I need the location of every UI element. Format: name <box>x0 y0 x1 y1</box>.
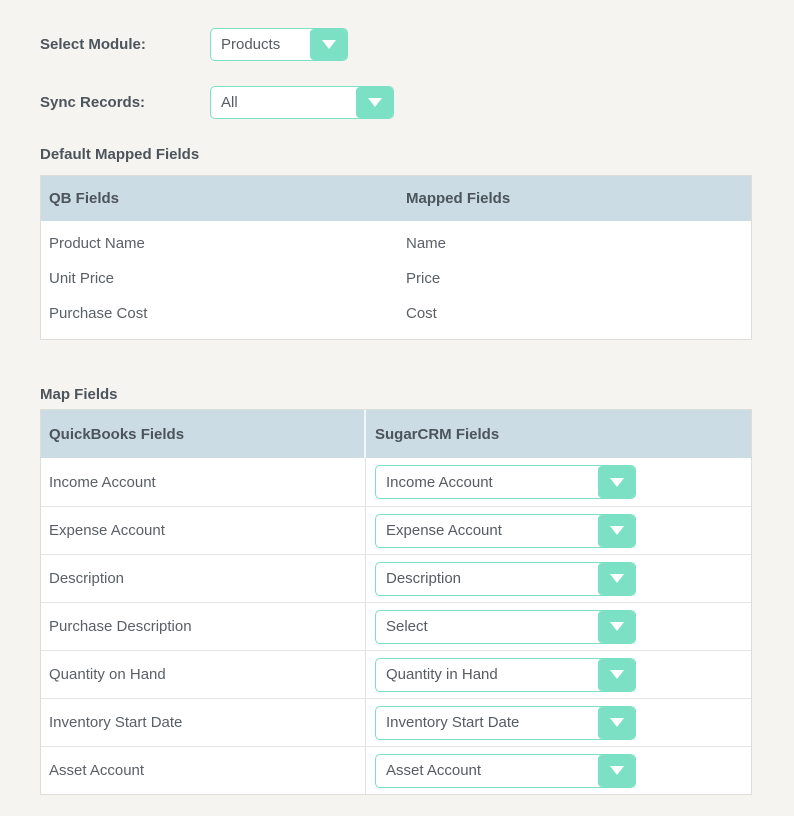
sugarcrm-field-select[interactable]: Select <box>375 609 636 644</box>
default-mapped-fields-title: Default Mapped Fields <box>40 146 200 163</box>
mapped-fields-column-header: Mapped Fields <box>406 190 511 207</box>
table-row: Purchase Description Select <box>41 602 751 650</box>
triangle-glyph <box>609 766 624 775</box>
sugarcrm-field-select[interactable]: Inventory Start Date <box>375 705 636 740</box>
select-module-row: Select Module: Products <box>40 28 752 61</box>
table-row: Quantity on Hand Quantity in Hand <box>41 650 751 698</box>
chevron-down-icon <box>598 562 635 595</box>
sugarcrm-field-select[interactable]: Quantity in Hand <box>375 657 636 692</box>
sync-records-label: Sync Records: <box>40 94 146 111</box>
qb-field-name: Product Name <box>49 235 145 252</box>
sugarcrm-field-select-value: Select <box>386 618 428 635</box>
triangle-glyph <box>609 526 624 535</box>
quickbooks-field-name: Asset Account <box>41 747 366 794</box>
triangle-glyph <box>609 670 624 679</box>
sugarcrm-field-select-value: Expense Account <box>386 522 502 539</box>
select-module-label: Select Module: <box>40 36 146 53</box>
triangle-glyph <box>609 477 624 487</box>
quickbooks-field-name: Inventory Start Date <box>41 699 366 746</box>
sugarcrm-fields-column-header: SugarCRM Fields <box>375 425 500 443</box>
chevron-down-icon <box>310 29 347 60</box>
table-row: Unit Price Price <box>41 261 751 296</box>
sync-records-select[interactable]: All <box>210 86 394 119</box>
mapped-field-name: Name <box>406 235 447 252</box>
quickbooks-field-name: Description <box>41 555 366 602</box>
sugarcrm-field-select-value: Quantity in Hand <box>386 666 498 683</box>
sugarcrm-field-select[interactable]: Description <box>375 561 636 596</box>
sugarcrm-field-select[interactable]: Income Account <box>375 465 636 499</box>
sugarcrm-field-cell: Inventory Start Date <box>366 705 751 740</box>
quickbooks-fields-column-header: QuickBooks Fields <box>41 410 366 458</box>
triangle-glyph <box>609 718 624 727</box>
mapped-field-name: Cost <box>406 305 437 322</box>
table-body: Income Account Income Account Expense Ac… <box>41 458 751 794</box>
chevron-down-icon <box>598 658 635 691</box>
qb-field-name: Purchase Cost <box>49 305 148 322</box>
triangle-glyph <box>609 622 624 631</box>
sugarcrm-field-cell: Quantity in Hand <box>366 657 751 692</box>
sugarcrm-field-cell: Select <box>366 609 751 644</box>
quickbooks-field-name: Expense Account <box>41 507 366 554</box>
chevron-down-icon <box>356 87 393 118</box>
sync-records-row: Sync Records: All <box>40 86 752 119</box>
chevron-down-icon <box>598 706 635 739</box>
triangle-glyph <box>321 40 336 49</box>
table-row: Income Account Income Account <box>41 458 751 506</box>
module-select[interactable]: Products <box>210 28 348 61</box>
sugarcrm-field-select-value: Asset Account <box>386 762 482 779</box>
sugarcrm-field-select[interactable]: Expense Account <box>375 513 636 548</box>
quickbooks-field-name: Income Account <box>41 458 366 506</box>
triangle-glyph <box>367 98 382 107</box>
table-row: Expense Account Expense Account <box>41 506 751 554</box>
table-row: Inventory Start Date Inventory Start Dat… <box>41 698 751 746</box>
table-header-row: QB Fields Mapped Fields <box>41 176 751 221</box>
map-fields-table: QuickBooks Fields SugarCRM Fields Income… <box>40 409 752 795</box>
sugarcrm-field-cell: Description <box>366 561 751 596</box>
quickbooks-field-name: Purchase Description <box>41 603 366 650</box>
sugarcrm-field-cell: Asset Account <box>366 753 751 788</box>
chevron-down-icon <box>598 754 635 787</box>
sync-settings-page: Select Module: Products Sync Records: Al… <box>40 28 752 795</box>
sugarcrm-field-select-value: Inventory Start Date <box>386 714 520 731</box>
map-fields-title: Map Fields <box>40 386 118 403</box>
mapped-field-name: Price <box>406 270 441 287</box>
sugarcrm-field-cell: Income Account <box>366 465 751 499</box>
table-row: Description Description <box>41 554 751 602</box>
chevron-down-icon <box>598 610 635 643</box>
table-row: Asset Account Asset Account <box>41 746 751 794</box>
sugarcrm-field-cell: Expense Account <box>366 513 751 548</box>
table-header-row: QuickBooks Fields SugarCRM Fields <box>41 410 751 458</box>
module-select-value: Products <box>221 36 281 53</box>
triangle-glyph <box>609 574 624 583</box>
qb-fields-column-header: QB Fields <box>49 190 120 207</box>
table-row: Product Name Name <box>41 226 751 261</box>
default-mapped-fields-table: QB Fields Mapped Fields Product Name Nam… <box>40 175 752 340</box>
table-body: Product Name Name Unit Price Price Purch… <box>41 221 751 339</box>
sync-records-select-value: All <box>221 94 238 111</box>
sugarcrm-field-select-value: Income Account <box>386 473 493 491</box>
quickbooks-field-name: Quantity on Hand <box>41 651 366 698</box>
sugarcrm-field-select-value: Description <box>386 570 462 587</box>
chevron-down-icon <box>598 514 635 547</box>
qb-field-name: Unit Price <box>49 270 115 287</box>
table-row: Purchase Cost Cost <box>41 296 751 331</box>
chevron-down-icon <box>598 466 635 498</box>
sugarcrm-field-select[interactable]: Asset Account <box>375 753 636 788</box>
